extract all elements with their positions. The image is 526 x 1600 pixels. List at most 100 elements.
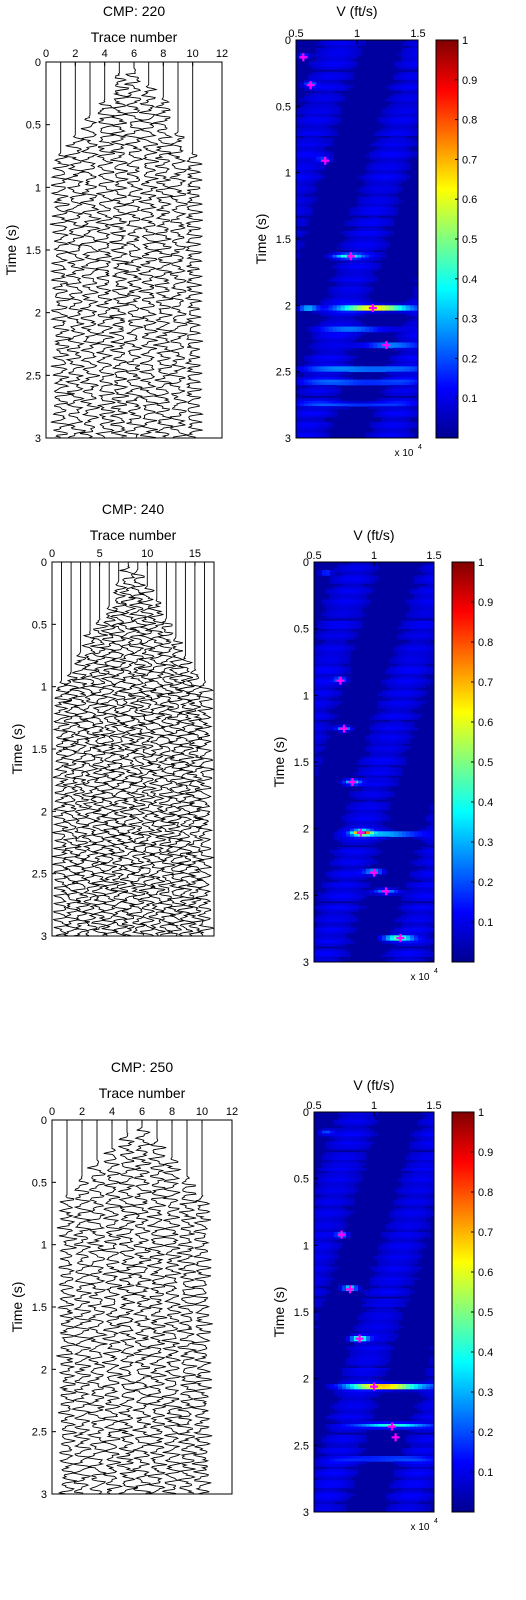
spectrum-cell (405, 329, 411, 333)
spectrum-cell (318, 708, 323, 712)
spectrum-cell (366, 812, 371, 816)
spectrum-cell (300, 244, 305, 248)
spectrum-cell (312, 384, 317, 388)
spectrum-cell (406, 666, 411, 670)
spectrum-cell (382, 828, 387, 832)
spectrum-cell (402, 660, 407, 664)
spectrum-cell (334, 938, 339, 942)
spectrum-cell (385, 366, 390, 370)
spectrum-cell (426, 831, 431, 835)
spectrum-cell (369, 154, 374, 158)
spectrum-cell (340, 58, 346, 62)
spectrum-cell (374, 802, 379, 806)
spectrum-cell (326, 927, 331, 931)
spectrum-cell (405, 419, 411, 423)
spectrum-cell (336, 254, 342, 258)
spectrum-cell (414, 700, 419, 704)
spectrum-cell (414, 676, 419, 680)
spectrum-cell (296, 183, 301, 187)
spectrum-cell (385, 432, 390, 436)
spectrum-cell (346, 908, 351, 912)
spectrum-cell (326, 956, 331, 960)
spectrum-cell (389, 167, 394, 171)
spectrum-cell (426, 607, 431, 611)
spectrum-cell (346, 868, 351, 872)
spectrum-cell (377, 138, 382, 142)
spectrum-cell (430, 823, 435, 827)
spectrum-cell (393, 422, 399, 426)
spectrum-cell (336, 406, 342, 410)
spectrum-cell (370, 732, 375, 736)
spectrum-cell (308, 151, 313, 155)
spectrum-cell (377, 345, 382, 349)
spectrum-cell (385, 164, 390, 168)
spectrum-cell (344, 231, 350, 235)
spectrum-cell (426, 631, 431, 635)
spectrum-cell (296, 207, 301, 211)
spectrum-cell (330, 716, 335, 720)
spectrum-cell (357, 241, 362, 245)
spectrum-cell (361, 42, 366, 46)
spectrum-cell (342, 874, 347, 878)
spectrum-cell (422, 631, 427, 635)
spectrum-cell (370, 772, 375, 776)
spectrum-cell (322, 623, 327, 627)
spectrum-cell (422, 924, 427, 928)
spectrum-cell (406, 730, 411, 734)
spectrum-cell (350, 906, 355, 910)
spectrum-cell (332, 305, 338, 309)
spectrum-cell (402, 687, 407, 691)
spectrum-cell (393, 114, 399, 118)
spectrum-cell (320, 106, 325, 110)
spectrum-cell (390, 930, 395, 934)
spectrum-cell (410, 935, 415, 939)
spectrum-cell (373, 411, 378, 415)
spectrum-cell (336, 358, 342, 362)
spectrum-cell (410, 959, 415, 963)
spectrum-cell (296, 55, 301, 59)
spectrum-cell (374, 890, 379, 894)
spectrum-cell (344, 329, 350, 333)
spectrum-cell (406, 684, 411, 688)
spectrum-cell (409, 414, 415, 418)
spectrum-cell (326, 692, 331, 696)
spectrum-cell (308, 127, 313, 131)
spectrum-cell (312, 390, 317, 394)
spectrum-cell (314, 671, 319, 675)
spectrum-cell (312, 61, 317, 65)
spectrum-cell (410, 623, 415, 627)
spectrum-cell (350, 570, 355, 574)
spectrum-cell (422, 668, 427, 672)
spectrum-cell (316, 361, 321, 365)
spectrum-cell (382, 748, 387, 752)
spectrum-cell (377, 382, 382, 386)
y-tick-label: 2.5 (26, 370, 41, 382)
spectrum-cell (308, 154, 313, 158)
seismic-trace (137, 62, 159, 439)
spectrum-cell (366, 567, 371, 571)
spectrum-cell (385, 392, 390, 396)
spectrum-cell (405, 66, 411, 70)
spectrum-cell (378, 804, 383, 808)
spectrum-cell (377, 424, 382, 428)
spectrum-cell (334, 916, 339, 920)
spectrum-cell (314, 716, 319, 720)
spectrum-cell (340, 294, 346, 298)
spectrum-cell (334, 890, 339, 894)
x-tick-label: 8 (160, 48, 166, 60)
spectrum-cell (346, 930, 351, 934)
spectrum-cell (365, 366, 370, 370)
spectrum-cell (385, 408, 390, 412)
spectrum-cell (410, 703, 415, 707)
spectrum-cell (328, 384, 333, 388)
spectrum-cell (406, 938, 411, 942)
spectrum-cell (300, 231, 305, 235)
spectrum-cell (377, 366, 382, 370)
spectrum-cell (414, 906, 419, 910)
spectrum-cell (373, 424, 378, 428)
spectrum-cell (357, 294, 362, 298)
spectrum-cell (320, 331, 325, 335)
spectrum-cell (402, 711, 407, 715)
seismic-trace (167, 62, 189, 439)
spectrum-cell (312, 85, 317, 89)
